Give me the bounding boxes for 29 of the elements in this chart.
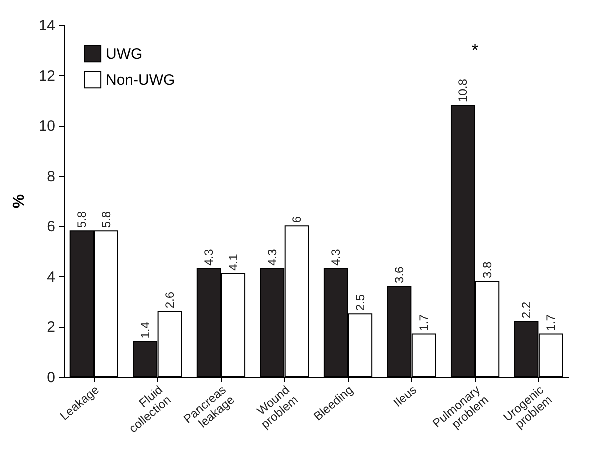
y-tick-label: 4 [47,268,56,286]
data-label: 2.5 [353,294,368,312]
y-tick-label: 8 [47,168,56,186]
y-tick-label: 12 [38,68,56,85]
data-label: 4.3 [266,248,280,266]
data-label: 6 [290,216,304,224]
data-label: 5.8 [74,211,89,228]
x-tick-label: Ileus [391,382,420,410]
y-tick-label: 6 [47,218,56,236]
annotation: * [472,40,479,60]
data-label: 3.8 [480,261,495,278]
data-label: 5.8 [99,211,114,228]
data-label: 4.1 [226,254,240,271]
data-label: 1.7 [417,314,431,332]
data-label: 2.2 [520,302,534,319]
data-label: 10.8 [456,78,470,102]
legend-label: Non-UWG [106,72,176,89]
y-tick-label: 2 [47,319,56,336]
data-label: 3.6 [392,266,407,284]
y-tick-label: 10 [38,118,56,136]
data-label: 1.4 [138,322,152,339]
data-label: 1.7 [544,314,558,332]
y-tick-label: 14 [38,18,56,34]
legend-label: UWG [106,46,143,63]
y-axis-title: % [10,194,28,209]
data-label: 2.6 [162,292,177,309]
y-tick-label: 0 [47,370,56,386]
data-label: 4.3 [329,248,344,266]
data-label: 4.3 [202,248,216,266]
